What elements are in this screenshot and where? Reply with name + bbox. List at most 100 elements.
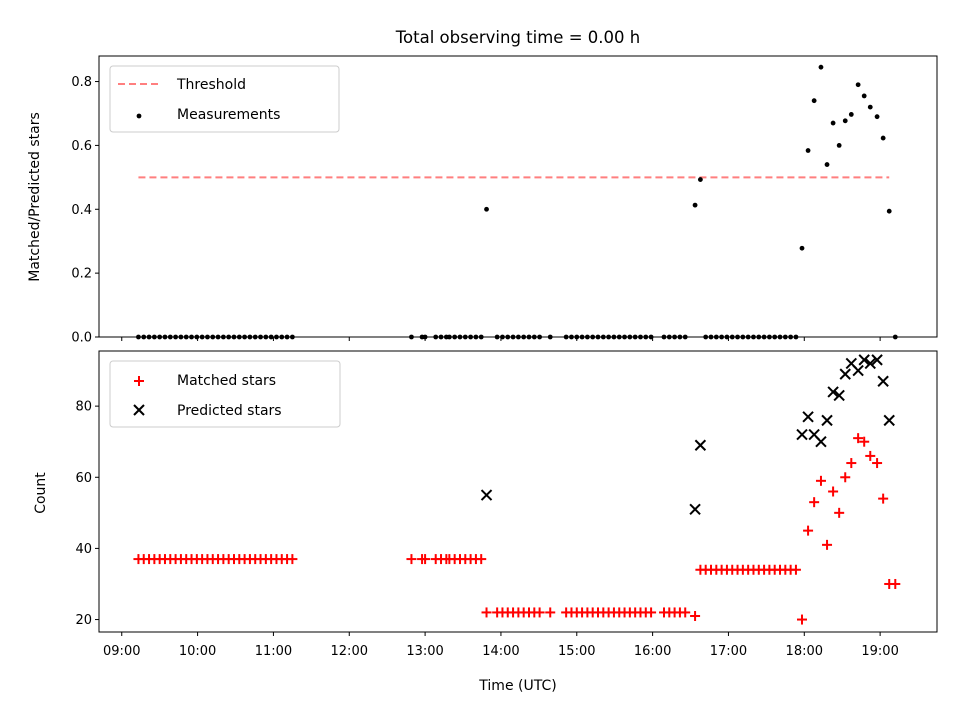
x-tick-label: 10:00 bbox=[179, 644, 216, 659]
y-tick-label: 60 bbox=[75, 471, 92, 486]
predicted-legend-swatch bbox=[133, 404, 145, 416]
x-axis-label: Time (UTC) bbox=[478, 678, 556, 694]
predicted-star-point bbox=[694, 439, 707, 451]
predicted-star-point bbox=[821, 414, 833, 427]
matched-star-point bbox=[815, 475, 826, 486]
measurement-point bbox=[848, 112, 854, 117]
measurement-point bbox=[861, 93, 867, 99]
x-tick-label: 17:00 bbox=[710, 644, 747, 659]
measurement-point bbox=[818, 64, 824, 70]
matched-star-point bbox=[878, 493, 889, 504]
predicted-star-point bbox=[827, 386, 839, 398]
x-tick-label: 19:00 bbox=[861, 644, 898, 659]
matched-star-point bbox=[680, 607, 691, 618]
measurements-legend-label: Measurements bbox=[177, 107, 280, 123]
matched-star-point bbox=[790, 564, 801, 575]
bottom-legend-box bbox=[109, 360, 341, 428]
x-tick-label: 11:00 bbox=[255, 644, 292, 659]
matched-star-point bbox=[646, 607, 657, 618]
y-tick-label: 0.8 bbox=[71, 75, 92, 90]
matched-star-point bbox=[872, 458, 883, 469]
measurement-point bbox=[484, 206, 489, 212]
matched-star-point bbox=[822, 539, 833, 550]
matched-star-point bbox=[534, 607, 545, 618]
top-x-ticks bbox=[121, 337, 881, 341]
predicted-star-point bbox=[802, 411, 814, 423]
matched-star-point bbox=[797, 614, 808, 625]
x-tick-label: 16:00 bbox=[634, 644, 671, 659]
top-y-axis: 0.0 0.2 0.4 0.6 0.8 bbox=[71, 75, 99, 346]
x-tick-label: 13:00 bbox=[406, 644, 443, 659]
matched-star-point bbox=[420, 554, 431, 565]
top-legend-box bbox=[109, 65, 340, 133]
predicted-star-point bbox=[839, 368, 851, 380]
matched-star-point bbox=[690, 610, 701, 621]
y-tick-label: 80 bbox=[75, 400, 92, 415]
measurement-point bbox=[799, 245, 805, 251]
x-tick-label: 14:00 bbox=[482, 644, 519, 659]
matched-star-point bbox=[545, 607, 556, 618]
predicted-star-point bbox=[877, 375, 889, 387]
measurement-point bbox=[855, 82, 861, 88]
matched-star-point bbox=[846, 458, 857, 469]
y-tick-label: 40 bbox=[75, 542, 92, 557]
top-axes-frame bbox=[98, 55, 938, 338]
predicted-star-point bbox=[833, 389, 845, 402]
x-tick-label: 15:00 bbox=[558, 644, 595, 659]
measurement-point bbox=[811, 98, 817, 104]
measurement-point bbox=[697, 177, 703, 182]
predicted-star-point bbox=[883, 414, 895, 427]
measurement-point bbox=[880, 135, 886, 141]
y-tick-label: 20 bbox=[75, 613, 92, 628]
measurement-point bbox=[836, 143, 842, 148]
measurement-point bbox=[842, 118, 848, 124]
measurement-point bbox=[805, 148, 811, 153]
predicted-star-point bbox=[871, 354, 883, 366]
predicted-star-point bbox=[864, 357, 876, 370]
top-panel: 0.00.20.40.60.8 Matched/Predicted stars … bbox=[27, 55, 938, 346]
predicted-star-point bbox=[480, 489, 493, 501]
top-y-axis-label: Matched/Predicted stars bbox=[27, 112, 43, 282]
bottom-y-axis: 20 40 60 80 bbox=[75, 400, 99, 628]
x-tick-label: 12:00 bbox=[331, 644, 368, 659]
measurement-point bbox=[830, 120, 836, 126]
matched-star-point bbox=[853, 433, 864, 444]
matched-star-point bbox=[476, 554, 487, 565]
bottom-plot-area bbox=[133, 354, 901, 625]
matched-star-point bbox=[890, 578, 901, 589]
predicted-star-point bbox=[858, 354, 870, 366]
y-tick-label: 0.6 bbox=[71, 139, 92, 154]
matched-star-point bbox=[287, 554, 298, 565]
matched-star-point bbox=[859, 436, 870, 447]
bottom-legend: Matched stars Predicted stars bbox=[109, 360, 341, 428]
y-tick-label: 0.0 bbox=[71, 331, 92, 346]
measurement-point bbox=[824, 162, 830, 167]
matched-star-point bbox=[840, 472, 851, 483]
measurement-point bbox=[874, 114, 880, 120]
matched-legend-swatch bbox=[134, 376, 144, 386]
predicted-legend-label: Predicted stars bbox=[177, 403, 282, 419]
bottom-axes-frame bbox=[98, 350, 938, 633]
matched-star-point bbox=[406, 554, 417, 565]
predicted-star-point bbox=[815, 435, 827, 448]
measurement-point bbox=[886, 208, 892, 214]
threshold-legend-label: Threshold bbox=[176, 77, 246, 93]
bottom-y-axis-label: Count bbox=[33, 472, 49, 514]
predicted-star-point bbox=[796, 428, 808, 441]
x-tick-label: 18:00 bbox=[786, 644, 823, 659]
matched-legend-label: Matched stars bbox=[177, 373, 276, 389]
matched-star-point bbox=[809, 497, 820, 508]
matched-star-point bbox=[803, 525, 814, 536]
y-tick-label: 0.2 bbox=[71, 267, 92, 282]
y-tick-label: 0.4 bbox=[71, 203, 92, 218]
predicted-star-point bbox=[689, 503, 701, 515]
matched-star-point bbox=[834, 507, 845, 518]
x-axis: 09:00 10:00 11:00 12:00 13:00 14:00 15:00 16:00… bbox=[103, 632, 899, 659]
measurement-point bbox=[867, 104, 873, 110]
measurements-legend-swatch bbox=[136, 113, 142, 119]
bottom-panel: 20 40 60 80 09:00 10:00 11:00 12:00 13:00 14:00 1… bbox=[33, 350, 938, 694]
measurement-point bbox=[692, 202, 698, 208]
matched-star-point bbox=[828, 486, 839, 497]
matched-star-point bbox=[865, 450, 876, 461]
